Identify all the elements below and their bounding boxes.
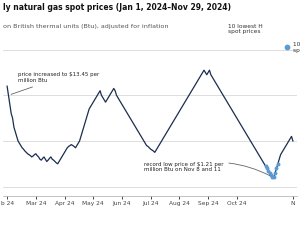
Point: [268, 173, 273, 177]
Point: [266, 169, 271, 172]
Point: [272, 175, 276, 179]
Text: price increased to $13.45 per
million Btu: price increased to $13.45 per million Bt…: [11, 72, 99, 94]
Point: [274, 166, 279, 170]
Point: [275, 162, 280, 166]
Text: ly natural gas spot prices (Jan 1, 2024–Nov 29, 2024): ly natural gas spot prices (Jan 1, 2024–…: [3, 3, 231, 12]
Point: [265, 166, 269, 170]
Point: [270, 175, 275, 179]
Text: on British thermal units (Btu), adjusted for inflation: on British thermal units (Btu), adjusted…: [3, 24, 169, 29]
Point: [263, 164, 268, 168]
Text: record low price of $1.21 per
million Btu on Nov 8 and 11: record low price of $1.21 per million Bt…: [144, 162, 270, 176]
Text: 10 lowest H
spot prices: 10 lowest H spot prices: [293, 42, 300, 53]
Point: [273, 171, 278, 175]
Point: [267, 171, 272, 175]
Text: 10 lowest H
spot prices: 10 lowest H spot prices: [228, 24, 263, 34]
Point: [285, 45, 290, 49]
